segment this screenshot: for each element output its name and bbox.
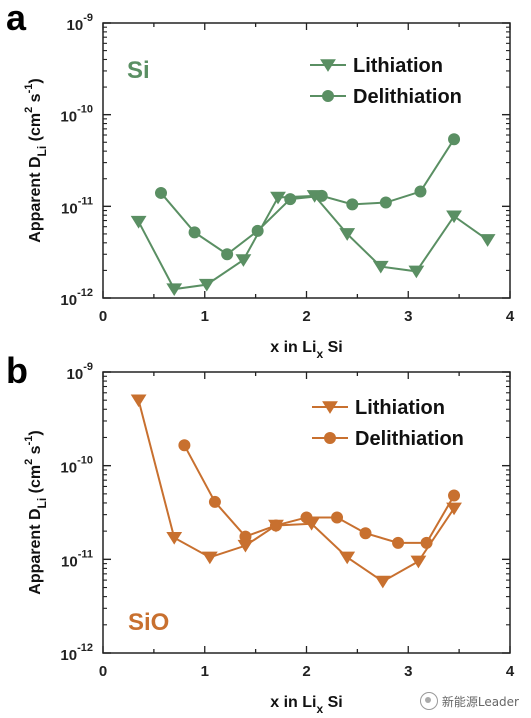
data-point (446, 502, 462, 516)
data-point (315, 189, 328, 202)
data-point (331, 511, 344, 524)
x-tick-label: 0 (99, 308, 107, 325)
data-point (154, 186, 167, 199)
x-tick-label: 3 (404, 308, 412, 325)
legend-marker (322, 90, 334, 102)
data-point (408, 265, 425, 279)
plot-frame (102, 22, 511, 299)
data-point (359, 527, 372, 540)
data-point (446, 210, 462, 224)
watermark: 新能源Leader (419, 692, 519, 710)
y-tick-label: 10-10 (60, 104, 93, 126)
x-tick-label: 0 (99, 663, 107, 680)
data-point (374, 575, 391, 589)
legend-marker (324, 432, 336, 444)
x-tick-label: 2 (302, 663, 310, 680)
y-tick-label: 10-11 (61, 548, 93, 570)
x-axis-title: x in Lix Si (270, 694, 342, 716)
data-point (448, 489, 461, 502)
data-point (372, 260, 389, 274)
data-point (479, 234, 496, 247)
legend: Lithiation Delithiation (310, 55, 462, 108)
legend: Lithiation Delithiation (312, 397, 464, 450)
legend-marker (320, 59, 336, 72)
series-lithiation (130, 394, 462, 589)
data-point (235, 254, 252, 267)
y-axis-title: Apparent DLi (cm2 s-1) (23, 78, 49, 242)
x-axis-title: x in Lix Si (270, 339, 342, 361)
series-line (160, 138, 455, 256)
chart-panel-b: b 0 1 2 3 4 10-12 10-11 10-10 10-9 x in Lix Si Appa… (6, 350, 515, 716)
series-delithiation (154, 133, 461, 261)
x-tick-label: 3 (404, 663, 412, 680)
x-tick-label: 4 (506, 308, 515, 325)
x-tick-label: 1 (201, 308, 209, 325)
data-point (251, 224, 264, 237)
data-point (221, 248, 234, 261)
legend-label: Delithiation (353, 86, 462, 108)
data-point (188, 226, 201, 239)
y-tick-label: 10-12 (60, 642, 93, 664)
material-label: Si (127, 57, 150, 84)
data-point (198, 278, 215, 292)
y-tick-label: 10-9 (67, 12, 93, 34)
data-point (448, 133, 461, 146)
data-point (270, 191, 286, 205)
data-point (166, 531, 183, 545)
y-tick-label: 10-11 (61, 195, 93, 217)
data-point (410, 555, 427, 569)
panel-letter: b (6, 350, 28, 391)
watermark-text: 新能源Leader (441, 694, 519, 709)
data-point (300, 511, 313, 524)
panel-letter: a (6, 0, 27, 38)
data-point (239, 530, 252, 543)
x-tick-label: 2 (302, 308, 310, 325)
series-line (137, 194, 489, 291)
data-point (269, 519, 282, 532)
legend-label: Lithiation (353, 55, 443, 77)
chart-panel-a: a 0 1 2 3 4 10-12 10-11 10-10 10-9 x in Lix Si Appa… (6, 0, 515, 361)
data-point (379, 196, 392, 209)
x-tick-label: 1 (201, 663, 209, 680)
data-point (420, 536, 433, 549)
data-point (166, 283, 183, 297)
data-point (346, 198, 359, 211)
wechat-icon (419, 692, 438, 710)
data-point (130, 394, 147, 408)
data-point (130, 215, 147, 229)
data-point (339, 551, 356, 565)
data-point (208, 495, 221, 508)
legend-label: Delithiation (355, 428, 464, 450)
data-point (414, 185, 427, 198)
x-tick-label: 4 (506, 663, 515, 680)
series-delithiation (178, 439, 461, 549)
data-point (392, 536, 405, 549)
y-tick-label: 10-9 (67, 361, 93, 383)
data-point (339, 228, 356, 241)
series-line (183, 444, 455, 544)
series-lithiation (130, 190, 496, 297)
y-tick-label: 10-10 (60, 455, 93, 477)
data-point (178, 439, 191, 452)
legend-label: Lithiation (355, 397, 445, 419)
material-label: SiO (128, 609, 169, 636)
data-point (201, 551, 218, 565)
y-tick-label: 10-12 (60, 287, 93, 309)
legend-marker (322, 401, 338, 414)
y-axis-title: Apparent DLi (cm2 s-1) (23, 430, 49, 594)
series-line (137, 399, 455, 583)
data-point (284, 193, 297, 206)
